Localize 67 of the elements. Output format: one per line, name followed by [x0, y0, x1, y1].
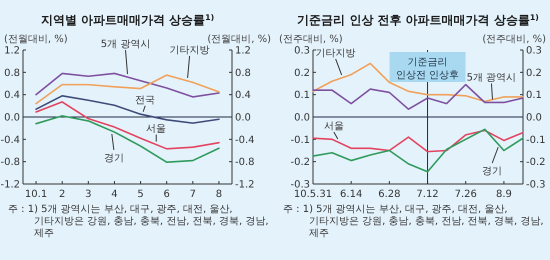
text: 기타지방은 강원, 충남, 충북, 전남, 전북, 경북, 경남, 제주: [34, 216, 269, 239]
chart-title: 기준금리 인상 전후 아파트매매가격 상승률$^{1)}$: [297, 12, 539, 27]
x-tick-label: 3: [85, 189, 92, 200]
y-tick-label: 1.2: [4, 46, 20, 56]
y-tick-label: 0.1: [294, 90, 310, 102]
y2-tick-label: 0.8: [235, 68, 251, 79]
x-tick-label: 2: [59, 189, 66, 200]
x-tick-label: 7.26: [454, 189, 477, 200]
y2-tick-label: 0.0: [526, 112, 542, 124]
y-tick-label: -1.2: [0, 180, 20, 190]
x-tick-label: 8.9: [496, 189, 512, 200]
y2-tick-label: 0.2: [526, 68, 542, 79]
y-axis-title: (전주대비, %): [279, 34, 343, 45]
y2-tick-label: 1.2: [235, 46, 251, 56]
y2-tick-label: 0.0: [235, 112, 251, 124]
y-tick-label: -0.8: [0, 157, 20, 168]
series-label: 5개 광역시: [466, 72, 516, 84]
x-tick-label: 8: [216, 189, 222, 200]
y-tick-label: -0.4: [0, 134, 20, 146]
y-tick-label: 0.4: [4, 90, 20, 102]
series-label: 경기: [482, 166, 502, 178]
text: 기타지방은 강원, 충남, 충북, 전남, 전북, 경북, 경남, 제주: [309, 216, 544, 239]
series-label: 경기: [104, 152, 124, 164]
x-tick-label: 10.5.31: [294, 189, 332, 200]
chart-title: 지역별 아파트매매가격 상승률$^{1)}$: [40, 12, 214, 27]
y-tick-label: 0.2: [294, 68, 310, 79]
series-label: 기타지방: [316, 48, 356, 59]
line-series: [35, 115, 220, 164]
y2-axis-title: (전월대비, %): [207, 34, 272, 45]
x-tick-label: 7: [190, 189, 196, 200]
x-tick-label: 6: [164, 189, 170, 200]
y-tick-label: 0.0: [294, 112, 310, 124]
x-tick-label: 6.28: [378, 189, 400, 200]
x-tick-label: 5: [137, 189, 144, 200]
y2-tick-label: -0.8: [235, 157, 255, 168]
y-tick-label: 0.3: [294, 46, 310, 56]
y-tick-label: -0.2: [290, 157, 310, 168]
x-tick-label: 10.1: [24, 189, 48, 200]
text: 주 : 1) 5개 광역시는 부산, 대구, 광주, 대전, 울산,: [283, 204, 508, 215]
y2-axis-title: (전주대비, %): [482, 34, 546, 45]
y2-tick-label: 0.1: [526, 90, 542, 102]
x-tick-label: 6.14: [340, 189, 362, 200]
y2-tick-label: -0.2: [526, 157, 546, 168]
series-label: 전국: [135, 94, 156, 106]
y-tick-label: -0.3: [290, 180, 310, 190]
series-label: 서울: [324, 121, 344, 132]
y-tick-label: -0.1: [290, 134, 310, 146]
text: 5개 광역시: [100, 39, 150, 50]
y2-tick-label: -0.3: [526, 180, 546, 190]
x-tick-label: 7.12: [416, 189, 439, 200]
line-series: [312, 84, 524, 110]
y2-tick-label: -0.4: [235, 134, 255, 146]
line-series: [35, 94, 220, 124]
y2-tick-label: -1.2: [235, 180, 255, 190]
y2-tick-label: -0.1: [526, 134, 546, 146]
text: 주 : 1) 5개 광역시는 부산, 대구, 광주, 대전, 울산,: [8, 204, 232, 215]
x-tick-label: 4: [111, 189, 118, 200]
y2-tick-label: 0.4: [235, 90, 251, 102]
y-axis-title: (전월대비, %): [4, 34, 68, 45]
y-tick-label: 0.8: [4, 68, 20, 79]
series-label: 기타지방: [170, 44, 210, 56]
y2-tick-label: 0.3: [526, 46, 542, 56]
line-series: [35, 74, 220, 104]
line-series: [312, 130, 524, 152]
series-label: 서울: [146, 124, 166, 135]
ref-line-label: 기준금리 인상전 인상후: [396, 57, 460, 81]
y-tick-label: 0.0: [4, 112, 20, 124]
